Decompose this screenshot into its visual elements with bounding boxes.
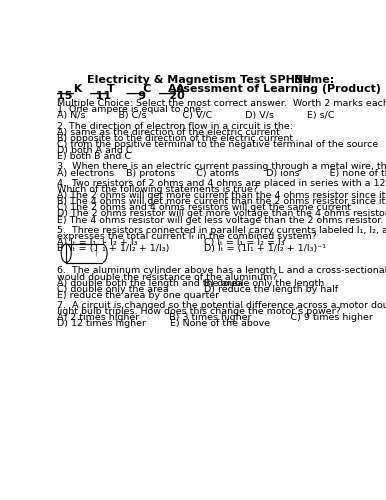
Text: A) electrons    B) protons       C) atoms         D) ions          E) none of th: A) electrons B) protons C) atoms D) ions…: [57, 168, 386, 177]
Text: Which of the following statements is true?: Which of the following statements is tru…: [57, 184, 258, 194]
Text: D) 12 times higher        E) None of the above: D) 12 times higher E) None of the above: [57, 320, 270, 328]
Text: A) N/s           B) C/s            C) V/C           D) V/s           E) s/C: A) N/s B) C/s C) V/C D) V/s E) s/C: [57, 111, 335, 120]
Text: D) Iₜ = (1I₁ + 1/I₂ + 1/I₃)⁻¹: D) Iₜ = (1I₁ + 1/I₂ + 1/I₃)⁻¹: [204, 244, 326, 253]
Text: 4.  Two resistors of 2 ohms and 4 ohms are placed in series with a 12-V battery.: 4. Two resistors of 2 ohms and 4 ohms ar…: [57, 178, 386, 188]
Text: D) The 2 ohms resistor will get more voltage than the 4 ohms resistor.: D) The 2 ohms resistor will get more vol…: [57, 210, 386, 218]
Text: 6.  The aluminum cylinder above has a length L and a cross-sectional area A. Whi: 6. The aluminum cylinder above has a len…: [57, 266, 386, 276]
Text: C) double only the area: C) double only the area: [57, 285, 169, 294]
Text: C) from the positive terminal to the negative terminal of the source: C) from the positive terminal to the neg…: [57, 140, 379, 149]
Text: 1. One ampere is equal to one:: 1. One ampere is equal to one:: [57, 105, 205, 114]
Text: B) The 4 ohms will get more current than the 2 ohms resistor since it has more r: B) The 4 ohms will get more current than…: [57, 197, 386, 206]
Text: D) both A and C: D) both A and C: [57, 146, 133, 155]
Text: 15      11       9      20: 15 11 9 20: [57, 91, 185, 101]
Text: A) 2 times higher          B) 3 times higher             C) 9 times higher: A) 2 times higher B) 3 times higher C) 9…: [57, 314, 373, 322]
Text: E) reduce the area by one quarter: E) reduce the area by one quarter: [57, 291, 219, 300]
Text: ___K  ___T   ___C  ___A: ___K ___T ___C ___A: [57, 84, 185, 94]
Ellipse shape: [61, 244, 71, 262]
Bar: [66, 244, 102, 262]
Bar: [97, 242, 103, 264]
Ellipse shape: [97, 244, 107, 262]
Text: A) double both the length and the area: A) double both the length and the area: [57, 278, 243, 287]
Text: C) Iₜ = I₁ = I₂ = I₃: C) Iₜ = I₁ = I₂ = I₃: [204, 238, 284, 247]
Text: E) both B and C: E) both B and C: [57, 152, 131, 162]
Text: Multiple Choice: Select the most correct answer.  Worth 2 marks each (15K, 5T): Multiple Choice: Select the most correct…: [57, 98, 386, 108]
Text: Name:: Name:: [294, 74, 334, 85]
Text: 3.  When there is an electric current passing through a metal wire, the particle: 3. When there is an electric current pas…: [57, 162, 386, 172]
Text: 5.  Three resistors connected in parallel carry currents labeled I₁, I₂, and I₃.: 5. Three resistors connected in parallel…: [57, 226, 386, 234]
Text: 7.  A circuit is changed so the potential difference across a motor doubles and : 7. A circuit is changed so the potential…: [57, 301, 386, 310]
Text: 2. The direction of electron flow in a circuit is the:: 2. The direction of electron flow in a c…: [57, 122, 293, 130]
Text: A) Iₜ = I₁ + I₂ + I₃: A) Iₜ = I₁ + I₂ + I₃: [57, 238, 138, 247]
Text: C) The 2 ohms and 4 ohms resistors will get the same current: C) The 2 ohms and 4 ohms resistors will …: [57, 203, 351, 212]
Text: B) double only the length: B) double only the length: [204, 278, 324, 287]
Text: D) reduce the length by half: D) reduce the length by half: [204, 285, 338, 294]
Text: A) The 2 ohms will get more current than the 4 ohms resistor since it has less r: A) The 2 ohms will get more current than…: [57, 191, 386, 200]
Text: B) Iₜ = (1I₁ + 1/I₂ + 1/I₃): B) Iₜ = (1I₁ + 1/I₂ + 1/I₃): [57, 244, 169, 253]
Text: E) The 4 ohms resistor will get less voltage than the 2 ohms resistor.: E) The 4 ohms resistor will get less vol…: [57, 216, 384, 224]
Text: would double the resistance of the aluminum?: would double the resistance of the alumi…: [57, 272, 278, 281]
Text: expresses the total current Iₜ in the combined system?: expresses the total current Iₜ in the co…: [57, 232, 317, 240]
Text: Assessment of Learning (Product): Assessment of Learning (Product): [168, 84, 381, 94]
Text: light bulb triples. How does this change the motor’s power?: light bulb triples. How does this change…: [57, 307, 341, 316]
Text: B) opposite to the direction of the electric current: B) opposite to the direction of the elec…: [57, 134, 293, 143]
Text: Electricity & Magnetism Test SPH3U: Electricity & Magnetism Test SPH3U: [87, 74, 312, 85]
Text: A) same as the direction of the electric current: A) same as the direction of the electric…: [57, 128, 280, 137]
